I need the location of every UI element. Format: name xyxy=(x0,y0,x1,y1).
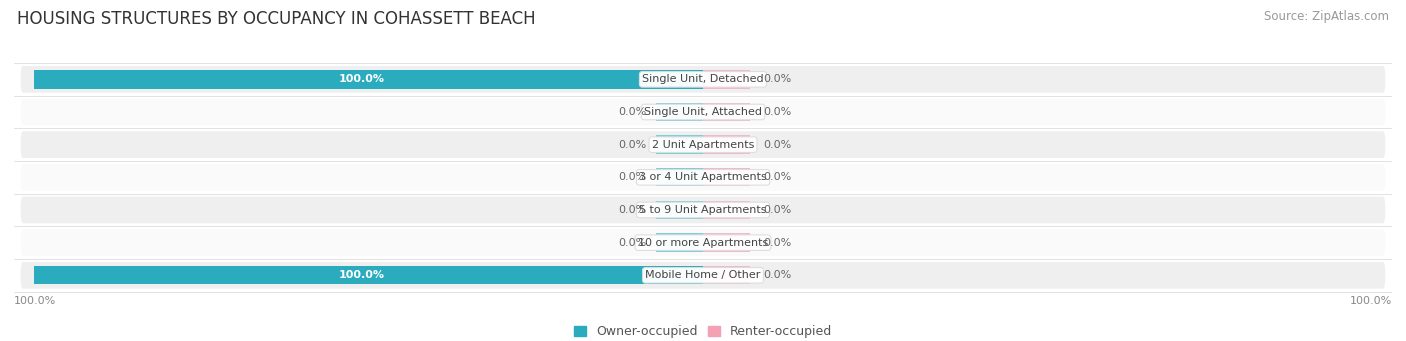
Text: 0.0%: 0.0% xyxy=(763,238,792,248)
Text: Source: ZipAtlas.com: Source: ZipAtlas.com xyxy=(1264,10,1389,23)
Text: 0.0%: 0.0% xyxy=(617,205,647,215)
Text: Single Unit, Attached: Single Unit, Attached xyxy=(644,107,762,117)
Text: 0.0%: 0.0% xyxy=(763,107,792,117)
Text: 0.0%: 0.0% xyxy=(763,172,792,182)
Bar xyxy=(703,234,749,252)
Text: 0.0%: 0.0% xyxy=(617,107,647,117)
FancyBboxPatch shape xyxy=(21,229,1385,256)
Bar xyxy=(657,168,703,187)
Bar xyxy=(703,135,749,154)
Text: 2 Unit Apartments: 2 Unit Apartments xyxy=(652,140,754,150)
Text: 100.0%: 100.0% xyxy=(14,296,56,306)
Text: 0.0%: 0.0% xyxy=(763,205,792,215)
Text: 0.0%: 0.0% xyxy=(617,172,647,182)
Bar xyxy=(703,201,749,219)
Bar xyxy=(657,103,703,121)
Bar xyxy=(703,168,749,187)
Legend: Owner-occupied, Renter-occupied: Owner-occupied, Renter-occupied xyxy=(574,325,832,338)
Text: 100.0%: 100.0% xyxy=(339,270,385,280)
FancyBboxPatch shape xyxy=(21,66,1385,93)
FancyBboxPatch shape xyxy=(21,197,1385,223)
Bar xyxy=(34,70,703,89)
FancyBboxPatch shape xyxy=(21,99,1385,125)
Text: 0.0%: 0.0% xyxy=(617,140,647,150)
Bar xyxy=(703,103,749,121)
FancyBboxPatch shape xyxy=(21,164,1385,191)
Bar xyxy=(703,266,749,284)
Bar xyxy=(703,70,749,89)
Bar xyxy=(657,201,703,219)
Text: HOUSING STRUCTURES BY OCCUPANCY IN COHASSETT BEACH: HOUSING STRUCTURES BY OCCUPANCY IN COHAS… xyxy=(17,10,536,28)
Text: 0.0%: 0.0% xyxy=(763,270,792,280)
FancyBboxPatch shape xyxy=(21,262,1385,289)
Bar xyxy=(657,135,703,154)
Text: 10 or more Apartments: 10 or more Apartments xyxy=(638,238,768,248)
FancyBboxPatch shape xyxy=(21,131,1385,158)
Bar xyxy=(657,234,703,252)
Text: 100.0%: 100.0% xyxy=(339,74,385,84)
Bar xyxy=(34,266,703,284)
Text: 5 to 9 Unit Apartments: 5 to 9 Unit Apartments xyxy=(640,205,766,215)
Text: Mobile Home / Other: Mobile Home / Other xyxy=(645,270,761,280)
Text: Single Unit, Detached: Single Unit, Detached xyxy=(643,74,763,84)
Text: 0.0%: 0.0% xyxy=(617,238,647,248)
Text: 0.0%: 0.0% xyxy=(763,74,792,84)
Text: 0.0%: 0.0% xyxy=(763,140,792,150)
Text: 3 or 4 Unit Apartments: 3 or 4 Unit Apartments xyxy=(640,172,766,182)
Text: 100.0%: 100.0% xyxy=(1350,296,1392,306)
